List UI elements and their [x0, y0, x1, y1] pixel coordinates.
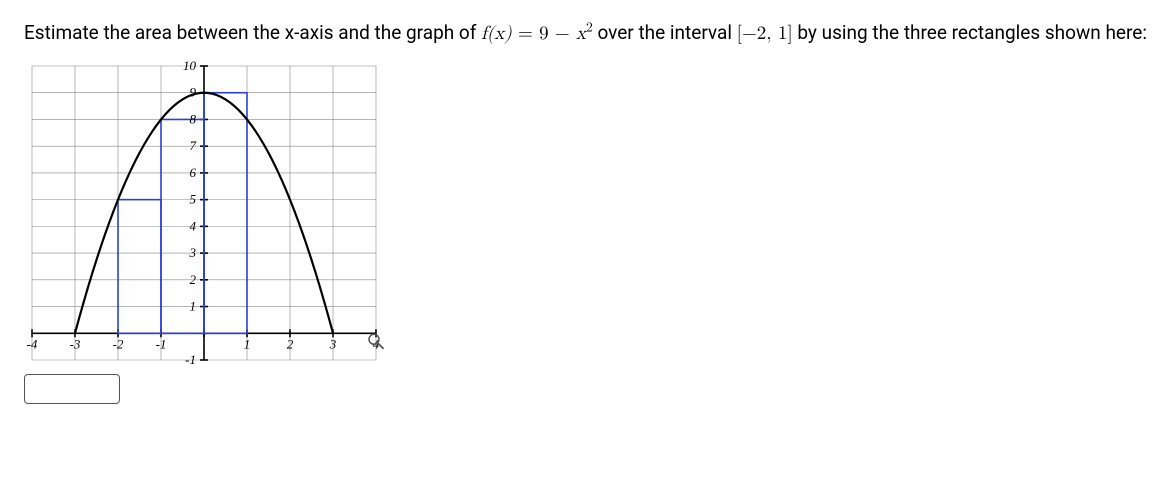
svg-text:9: 9	[190, 85, 197, 100]
interval: [−2, 1]	[737, 24, 793, 43]
chart-svg: -4-3-2-11234-112345678910	[24, 58, 384, 368]
answer-row	[24, 374, 1148, 404]
problem-suffix: by using the three rectangles shown here…	[793, 21, 1147, 44]
svg-text:5: 5	[190, 192, 197, 207]
svg-text:-4: -4	[27, 337, 38, 352]
svg-text:-1: -1	[156, 337, 167, 352]
svg-text:2: 2	[190, 272, 197, 287]
svg-text:7: 7	[190, 139, 197, 154]
svg-text:-2: -2	[113, 337, 124, 352]
problem-prefix: Estimate the area between the x-axis and…	[24, 21, 481, 44]
svg-text:3: 3	[189, 246, 197, 261]
problem-statement: Estimate the area between the x-axis and…	[24, 18, 1148, 48]
riemann-chart: -4-3-2-11234-112345678910	[24, 58, 1148, 368]
svg-text:6: 6	[190, 165, 197, 180]
svg-text:4: 4	[190, 219, 197, 234]
problem-mid: over the interval	[593, 21, 737, 44]
svg-text:10: 10	[183, 58, 197, 73]
answer-input[interactable]	[24, 374, 120, 404]
svg-text:8: 8	[190, 112, 197, 127]
svg-text:1: 1	[244, 337, 251, 352]
svg-text:-3: -3	[70, 337, 81, 352]
function-expression: f(x) = 9 − x2	[481, 24, 593, 43]
svg-text:1: 1	[190, 299, 197, 314]
svg-text:-1: -1	[185, 352, 196, 367]
svg-text:3: 3	[329, 337, 337, 352]
svg-text:2: 2	[287, 337, 294, 352]
